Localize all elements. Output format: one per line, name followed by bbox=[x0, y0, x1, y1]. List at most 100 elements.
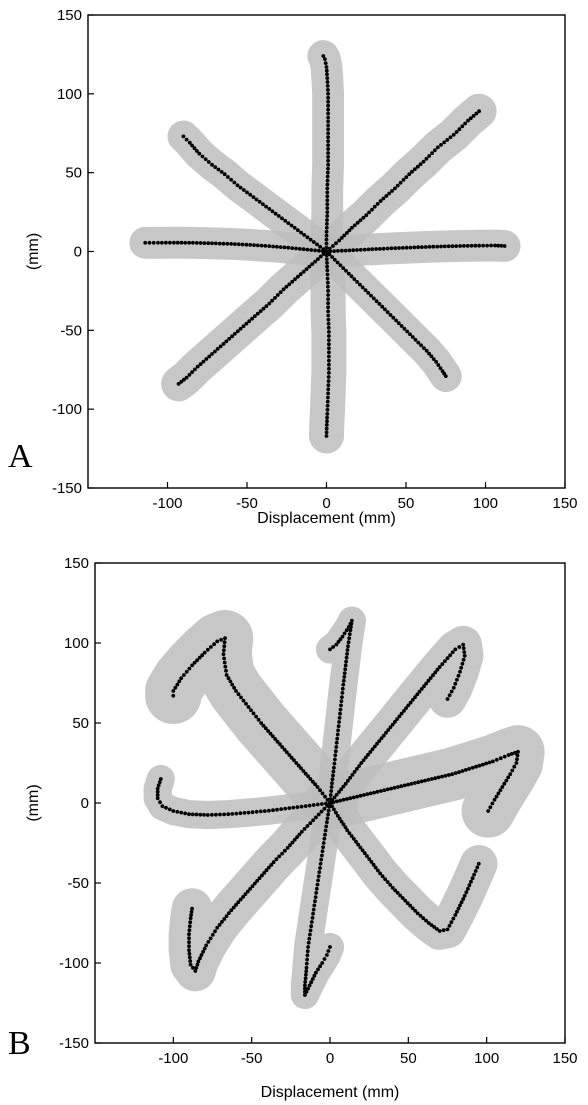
trajectory-point bbox=[340, 695, 344, 699]
trajectory-point bbox=[315, 785, 320, 789]
trajectory-point bbox=[213, 241, 218, 246]
trajectory-point bbox=[257, 199, 262, 204]
trajectory-point bbox=[164, 240, 168, 245]
trajectory-point bbox=[287, 282, 292, 287]
trajectory-point bbox=[336, 640, 341, 644]
trajectory-point bbox=[326, 91, 330, 96]
trajectory-point bbox=[188, 916, 193, 921]
trajectory-point bbox=[308, 928, 313, 933]
trajectory-point bbox=[198, 956, 202, 961]
trajectory-point bbox=[308, 821, 313, 826]
trajectory-point bbox=[248, 887, 253, 891]
trajectory-point bbox=[187, 666, 192, 671]
trajectory-point bbox=[164, 805, 168, 810]
trajectory-point bbox=[190, 143, 195, 148]
trajectory-point bbox=[267, 244, 272, 249]
trajectory-point bbox=[466, 118, 470, 123]
trajectory-point bbox=[381, 196, 386, 201]
trajectory-point bbox=[202, 946, 207, 951]
trajectory-point bbox=[316, 812, 321, 817]
trajectory-point bbox=[212, 642, 217, 647]
trajectory-point bbox=[238, 185, 243, 190]
trajectory-point bbox=[332, 765, 336, 770]
trajectory-point bbox=[238, 326, 243, 331]
trajectory-point bbox=[326, 107, 330, 112]
trajectory-point bbox=[346, 625, 351, 629]
trajectory-point bbox=[296, 274, 300, 279]
trajectory-point bbox=[427, 351, 431, 356]
trajectory-point bbox=[241, 895, 246, 899]
trajectory-point bbox=[347, 632, 352, 637]
trajectory-point bbox=[325, 190, 330, 195]
trajectory-point bbox=[313, 899, 317, 904]
trajectory-point bbox=[391, 315, 396, 320]
trajectory-point bbox=[508, 772, 513, 777]
trajectory-point bbox=[195, 364, 200, 369]
trajectory-point bbox=[410, 906, 415, 911]
trajectory-point bbox=[259, 721, 263, 725]
trajectory-point bbox=[236, 242, 241, 247]
trajectory-point bbox=[206, 940, 211, 944]
trajectory-point bbox=[369, 860, 374, 864]
y-tick-label: 100 bbox=[57, 86, 82, 103]
trajectory-point bbox=[307, 264, 312, 269]
trajectory-point bbox=[222, 812, 227, 817]
trajectory-point bbox=[188, 920, 193, 925]
trajectory-point bbox=[236, 900, 241, 905]
trajectory-point bbox=[289, 223, 294, 228]
trajectory-point bbox=[224, 339, 229, 344]
trajectory-point bbox=[378, 199, 383, 203]
trajectory-point bbox=[428, 676, 433, 680]
trajectory-point bbox=[404, 706, 408, 710]
trajectory-point bbox=[250, 316, 255, 321]
trajectory-point bbox=[295, 805, 300, 809]
trajectory-point bbox=[438, 366, 443, 371]
trajectory-point bbox=[388, 725, 393, 730]
trajectory-point bbox=[297, 247, 302, 251]
trajectory-point bbox=[314, 886, 319, 891]
trajectory-point bbox=[274, 857, 279, 862]
trajectory-point bbox=[371, 296, 376, 301]
trajectory-point bbox=[397, 714, 402, 719]
trajectory-point bbox=[474, 764, 478, 769]
trajectory-point bbox=[278, 290, 283, 295]
trajectory-point bbox=[475, 865, 480, 870]
trajectory-point bbox=[301, 247, 306, 252]
trajectory-point bbox=[155, 786, 160, 791]
trajectory-point bbox=[352, 770, 357, 774]
trajectory-point bbox=[427, 244, 432, 249]
trajectory-point bbox=[460, 661, 465, 666]
trajectory-point bbox=[182, 673, 186, 677]
trajectory-point bbox=[328, 647, 332, 652]
trajectory-point bbox=[326, 321, 331, 326]
trajectory-point bbox=[187, 140, 192, 145]
x-tick-label: -100 bbox=[152, 495, 182, 512]
trajectory-point bbox=[155, 789, 160, 794]
trajectory-point bbox=[445, 656, 450, 661]
trajectory-point bbox=[468, 116, 473, 121]
trajectory-point bbox=[324, 824, 329, 829]
trajectory-point bbox=[345, 797, 349, 801]
trajectory-point bbox=[350, 773, 355, 777]
trajectory-point bbox=[299, 230, 303, 235]
trajectory-point bbox=[325, 76, 330, 80]
trajectory-point bbox=[462, 244, 466, 248]
trajectory-point bbox=[311, 240, 316, 244]
trajectory-point bbox=[194, 812, 199, 817]
trajectory-point bbox=[324, 801, 328, 806]
trajectory-point bbox=[155, 793, 160, 797]
trajectory-point bbox=[331, 645, 335, 649]
trajectory-point bbox=[325, 816, 330, 821]
trajectory-point bbox=[356, 842, 361, 847]
trajectory-point bbox=[451, 916, 456, 921]
trajectory-point bbox=[184, 669, 189, 674]
trajectory-point bbox=[271, 244, 275, 249]
trajectory-point bbox=[352, 223, 357, 228]
trajectory-point bbox=[395, 717, 399, 721]
trajectory-point bbox=[324, 233, 329, 238]
trajectory-point bbox=[402, 326, 407, 331]
trajectory-point bbox=[462, 650, 467, 654]
trajectory-point bbox=[372, 204, 377, 209]
trajectory-series bbox=[155, 777, 332, 817]
trajectory-point bbox=[308, 777, 313, 781]
